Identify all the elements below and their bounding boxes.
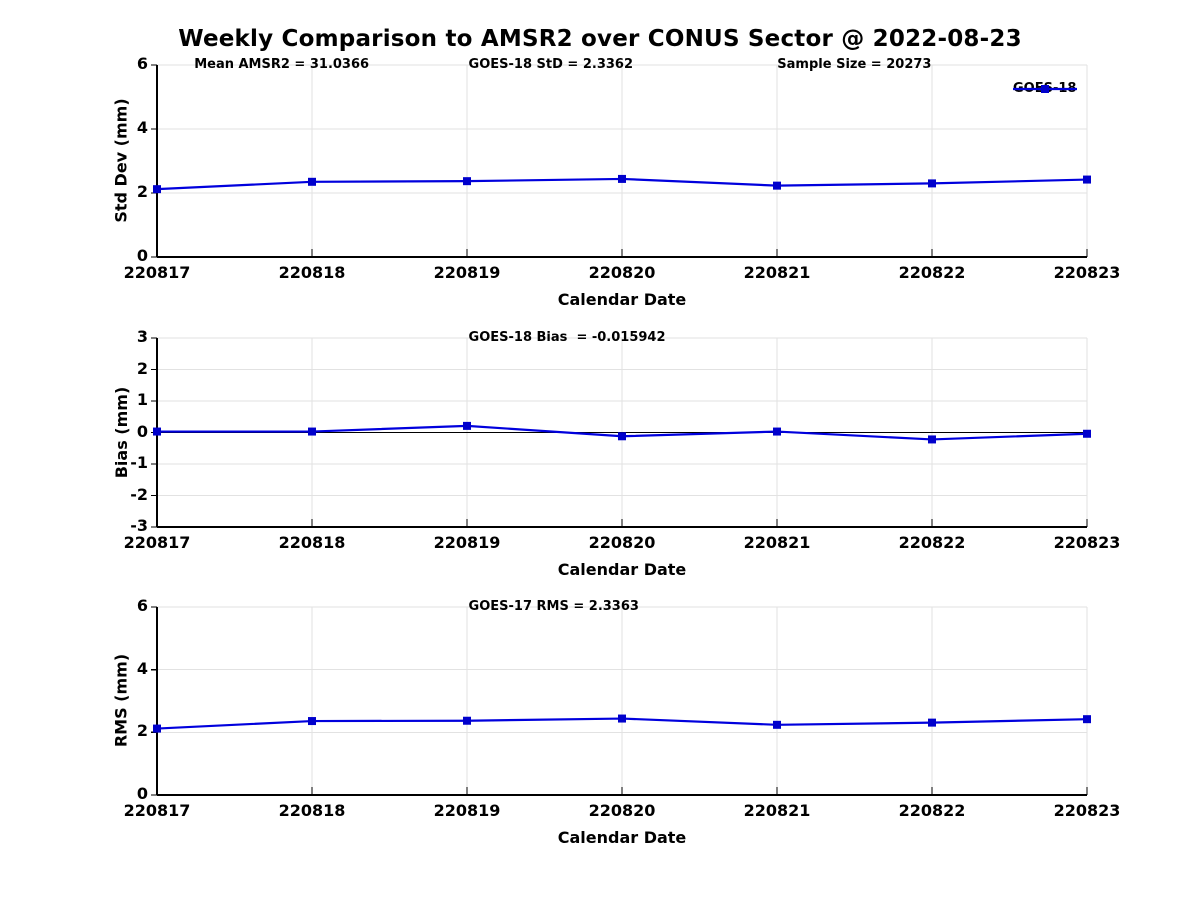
y-tick-label: -3 bbox=[130, 516, 148, 535]
x-tick-label: 220817 bbox=[123, 533, 191, 552]
data-point-marker bbox=[1083, 175, 1091, 184]
x-tick-label: 220823 bbox=[1053, 801, 1121, 820]
data-line bbox=[157, 424, 1088, 441]
data-point-marker bbox=[618, 432, 626, 441]
data-point-marker bbox=[308, 177, 316, 186]
y-tick-label: -2 bbox=[130, 484, 148, 504]
data-point-marker bbox=[463, 177, 471, 186]
y-tick-label: 4 bbox=[136, 118, 148, 137]
annotation: Sample Size = 20273 bbox=[777, 57, 932, 72]
y-tick-label: 0 bbox=[136, 784, 148, 803]
data-line bbox=[156, 177, 1088, 191]
data-point-marker bbox=[463, 716, 471, 725]
y-axis-label: Bias (mm) bbox=[111, 386, 131, 478]
x-axis-label: Calendar Date bbox=[557, 828, 687, 847]
legend-marker-icon bbox=[1041, 85, 1049, 93]
legend-label: GOES-18 bbox=[1013, 81, 1077, 96]
y-tick-label: 6 bbox=[136, 596, 148, 615]
data-point-marker bbox=[618, 174, 626, 183]
y-tick-label: 3 bbox=[136, 327, 148, 346]
y-tick-label: 2 bbox=[136, 182, 148, 201]
x-tick-label: 220821 bbox=[743, 263, 811, 282]
x-tick-label: 220818 bbox=[278, 263, 346, 282]
data-point-marker bbox=[153, 427, 161, 436]
x-tick-label: 220819 bbox=[433, 801, 501, 820]
data-point-marker bbox=[308, 427, 316, 436]
data-point-marker bbox=[463, 421, 471, 430]
x-tick-label: 220819 bbox=[433, 263, 501, 282]
annotation: GOES-18 Bias = -0.015942 bbox=[468, 330, 666, 345]
x-tick-label: 220817 bbox=[123, 801, 191, 820]
data-line bbox=[156, 717, 1088, 730]
x-tick-label: 220820 bbox=[588, 533, 656, 552]
annotation: GOES-17 RMS = 2.3363 bbox=[468, 599, 639, 614]
data-point-marker bbox=[153, 185, 161, 194]
y-tick-label: 1 bbox=[136, 390, 148, 409]
y-tick-label: 6 bbox=[136, 54, 148, 73]
x-tick-label: 220823 bbox=[1053, 263, 1121, 282]
y-tick-label: 4 bbox=[136, 658, 148, 678]
x-tick-label: 220821 bbox=[743, 533, 811, 552]
y-tick-label: 0 bbox=[136, 421, 148, 441]
data-point-marker bbox=[928, 718, 936, 727]
figure-title: Weekly Comparison to AMSR2 over CONUS Se… bbox=[178, 26, 1022, 52]
x-tick-label: 220822 bbox=[898, 801, 966, 820]
x-tick-label: 220818 bbox=[278, 533, 346, 552]
x-tick-label: 220819 bbox=[433, 533, 501, 552]
y-axis-label: RMS (mm) bbox=[111, 653, 131, 748]
x-tick-label: 220817 bbox=[123, 263, 191, 282]
x-tick-label: 220821 bbox=[743, 801, 811, 820]
data-point-marker bbox=[773, 181, 781, 190]
legend-line-sample bbox=[1013, 85, 1077, 93]
y-tick-label: 2 bbox=[136, 358, 148, 378]
x-tick-label: 220818 bbox=[278, 801, 346, 820]
data-point-marker bbox=[928, 179, 936, 188]
annotation: Mean AMSR2 = 31.0366 bbox=[194, 57, 370, 72]
y-tick-label: 0 bbox=[136, 246, 148, 265]
y-axis-label: Std Dev (mm) bbox=[111, 98, 131, 223]
data-point-marker bbox=[1083, 429, 1091, 438]
data-point-marker bbox=[773, 427, 781, 436]
y-tick-label: -1 bbox=[130, 453, 148, 472]
x-tick-label: 220820 bbox=[588, 263, 656, 282]
legend: GOES-18 bbox=[1013, 80, 1077, 98]
x-axis-label: Calendar Date bbox=[557, 290, 687, 309]
annotation: GOES-18 StD = 2.3362 bbox=[468, 57, 634, 72]
data-point-marker bbox=[153, 724, 161, 733]
x-tick-label: 220823 bbox=[1053, 533, 1121, 552]
x-tick-label: 220822 bbox=[898, 533, 966, 552]
data-point-marker bbox=[1083, 715, 1091, 724]
data-point-marker bbox=[928, 435, 936, 444]
x-tick-label: 220822 bbox=[898, 263, 966, 282]
x-axis-label: Calendar Date bbox=[557, 560, 687, 579]
data-point-marker bbox=[308, 717, 316, 726]
data-point-marker bbox=[773, 720, 781, 729]
y-tick-label: 2 bbox=[136, 721, 148, 741]
data-point-marker bbox=[618, 714, 626, 723]
x-tick-label: 220820 bbox=[588, 801, 656, 820]
